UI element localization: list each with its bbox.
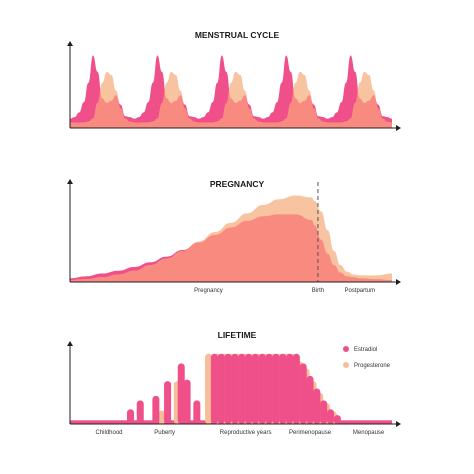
estradiol-peak [177,363,185,424]
chart-title: MENSTRUAL CYCLE [195,30,280,40]
estradiol-peak [258,353,266,424]
x-tick-label: Postpartum [344,288,375,294]
legend-label: Progesterone [354,363,391,369]
x-tick-label: Menopause [353,430,385,436]
x-tick-label: Reproductive years [220,430,272,436]
chart-title: PREGNANCY [210,179,265,189]
x-axis-arrow-icon [396,421,401,427]
estradiol-peak [126,409,134,424]
estradiol-peak [238,353,246,424]
estradiol-peak [279,353,287,424]
estradiol-peak [292,353,300,424]
menstrual-cycle-chart: MENSTRUAL CYCLE [67,30,401,131]
progesterone-swatch-icon [343,362,349,368]
legend-label: Estradiol [354,347,377,353]
lifetime-chart: LIFETIME Childhood Puberty Reproductive yea… [67,330,401,436]
x-tick-label: Pregnancy [194,288,223,294]
estradiol-peak [183,379,191,424]
overlap-area [70,71,392,128]
estradiol-peak [320,400,328,424]
estradiol-peak [231,353,239,424]
estradiol-peak [152,395,160,424]
estradiol-peak [193,400,201,424]
axes [67,341,401,427]
estradiol-peak [224,353,232,424]
estradiol-peak [306,375,314,424]
legend: Estradiol Progesterone [343,346,391,369]
estradiol-peak [327,409,335,424]
progesterone-peak [205,353,213,424]
estradiol-peak [136,400,144,424]
x-tick-label: Perimenopause [289,430,332,436]
estradiol-peak [286,353,294,424]
estradiol-peak [265,353,273,424]
x-tick-label: Puberty [154,430,175,436]
estradiol-peak [333,415,341,424]
pregnancy-chart: PREGNANCY Pregnancy Birth Postpartum [67,179,401,294]
y-axis-arrow-icon [67,41,73,46]
axes [67,41,401,131]
estradiol-peak [299,363,307,424]
axes [67,179,401,285]
estradiol-peak [313,388,321,424]
estradiol-peak [245,353,253,424]
estradiol-peak [217,353,225,424]
x-tick-label: Childhood [96,430,123,436]
x-axis-arrow-icon [396,279,401,285]
x-tick-label: Birth [312,288,324,294]
x-axis-arrow-icon [396,125,401,131]
estradiol-swatch-icon [343,346,349,352]
estradiol-peak [272,353,280,424]
estradiol-peak [164,381,172,424]
y-axis-arrow-icon [67,341,73,346]
chart-title: LIFETIME [218,330,257,340]
estradiol-peak [210,353,218,424]
estradiol-peak [251,353,259,424]
progesterone-peak [158,410,166,424]
y-axis-arrow-icon [67,179,73,184]
